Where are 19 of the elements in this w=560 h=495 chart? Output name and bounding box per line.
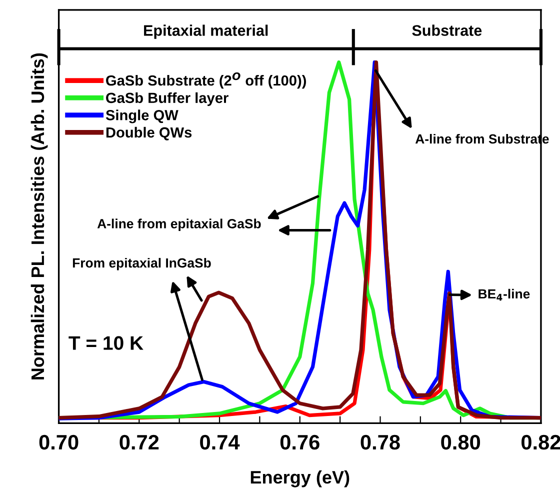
- legend-label: GaSb Buffer layer: [106, 92, 228, 106]
- x-tick-label: 0.74: [200, 434, 240, 450]
- annotation: BE$_{4}$-line: [478, 288, 530, 301]
- x-tick-label: 0.80: [441, 434, 480, 450]
- text: Substrate: [412, 24, 482, 36]
- annotation: A-line from epitaxial GaSb: [97, 218, 261, 231]
- legend-label: Single QW: [106, 110, 178, 124]
- text: Epitaxial material: [144, 24, 268, 39]
- x-tick-label: 0.76: [280, 434, 320, 450]
- x-axis-title: Energy (eV): [250, 470, 350, 488]
- annotation: From epitaxial InGaSb: [72, 258, 211, 270]
- annotation: T = 10 K: [68, 336, 144, 350]
- x-tick-label: 0.82: [522, 434, 560, 450]
- legend-label: Double QWs: [106, 126, 192, 140]
- x-tick-label: 0.70: [39, 434, 78, 450]
- x-tick-label: 0.72: [120, 434, 159, 450]
- legend-label: GaSb Substrate (2$^{O}$ off (100)): [106, 72, 306, 89]
- y-axis-title: Normalized PL. Intensities (Arb. Units): [30, 53, 48, 380]
- x-tick-label: 0.78: [360, 434, 400, 450]
